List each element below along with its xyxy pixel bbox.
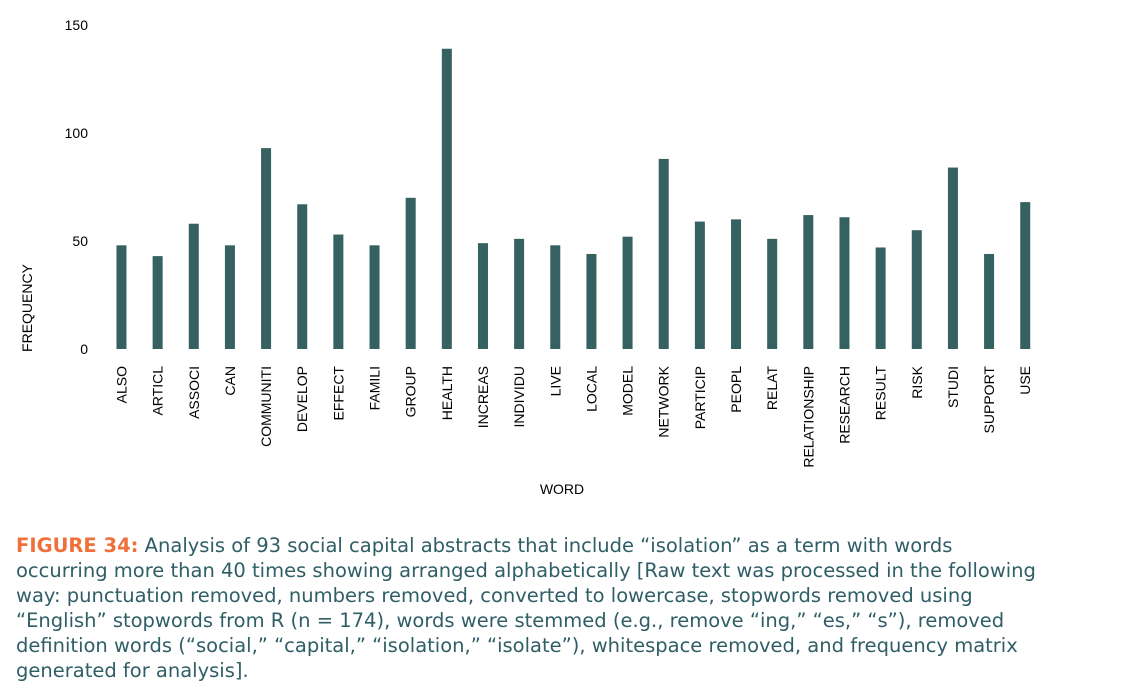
bar-famili [369,245,380,349]
x-tick-label: USE [1017,366,1033,395]
x-tick-label: LOCAL [583,366,599,412]
caption-line: definition words (“social,” “capital,” “… [16,634,1018,657]
x-tick-label: GROUP [403,366,419,417]
x-tick-label: MODEL [620,366,636,416]
x-tick-label: RESULT [873,366,889,421]
bar-use [1020,202,1031,349]
y-tick-label: 150 [65,17,89,33]
x-tick-label: RISK [909,365,925,398]
x-tick-label: RESEARCH [836,366,852,444]
bar-relationship [803,215,814,349]
x-tick-label: FAMILI [367,366,383,410]
y-tick-label: 50 [72,233,88,249]
x-tick-label: STUDI [945,366,961,408]
x-tick-label: NETWORK [656,365,672,437]
x-tick-label: INCREAS [475,366,491,428]
caption-line: occurring more than 40 times showing arr… [16,559,1036,582]
bar-peopl [731,219,742,349]
bar-research [839,217,850,349]
x-tick-label: LIVE [547,366,563,396]
x-tick-label: RELATIONSHIP [800,366,816,468]
x-tick-label: HEALTH [439,366,455,420]
bars [116,48,1031,349]
x-axis-ticks: ALSO ARTICL ASSOCI CAN COMMUNITI DEVELOP EFFEC… [113,365,1033,467]
y-tick-label: 100 [65,125,89,141]
bar-articl [152,256,163,349]
x-tick-label: SUPPORT [981,366,997,434]
bar-effect [333,234,344,349]
bar-model [622,236,633,349]
bar-individu [514,238,525,349]
bar-support [984,253,995,349]
bar-develop [297,204,308,349]
x-tick-label: ALSO [113,366,129,403]
x-tick-label: DEVELOP [294,366,310,432]
bar-local [586,253,597,349]
x-tick-label: COMMUNITI [258,366,274,447]
y-axis-ticks: 0 50 100 150 [65,17,89,357]
bar-also [116,245,127,349]
x-tick-label: INDIVIDU [511,366,527,427]
figure-label: FIGURE 34: [16,534,139,557]
y-tick-label: 0 [80,341,88,357]
bar-can [224,245,235,349]
bar-associ [188,223,199,349]
caption-line: way: punctuation removed, numbers remove… [16,584,973,607]
x-tick-label: PEOPL [728,366,744,413]
caption-line: generated for analysis]. [16,659,249,682]
bar-risk [911,230,922,349]
bar-network [658,158,669,349]
bar-communiti [261,148,272,349]
x-tick-label: ASSOCI [186,366,202,419]
x-axis-label: WORD [540,481,584,497]
caption-line: “English” stopwords from R (n = 174), wo… [16,609,1005,632]
bar-particip [694,221,705,349]
x-tick-label: EFFECT [330,366,346,421]
bar-live [550,245,561,349]
bar-studi [947,167,958,349]
bar-group [405,197,416,349]
y-axis-label: FREQUENCY [19,263,35,352]
x-tick-label: ARTICL [150,366,166,416]
caption-text: Analysis of 93 social capital abstracts … [138,534,953,557]
bar-chart: 0 50 100 150 ALSO ARTICL ASSOCI CAN COMMUNITI DE… [19,17,1033,497]
x-tick-label: CAN [222,366,238,396]
bar-health [441,48,452,349]
x-tick-label: RELAT [764,366,780,411]
bar-result [875,247,886,349]
bar-relat [767,238,778,349]
caption-line: FIGURE 34: Analysis of 93 social capital… [16,533,1136,558]
x-tick-label: PARTICIP [692,366,708,429]
figure-caption: FIGURE 34: Analysis of 93 social capital… [16,533,1136,683]
bar-increas [477,243,488,349]
